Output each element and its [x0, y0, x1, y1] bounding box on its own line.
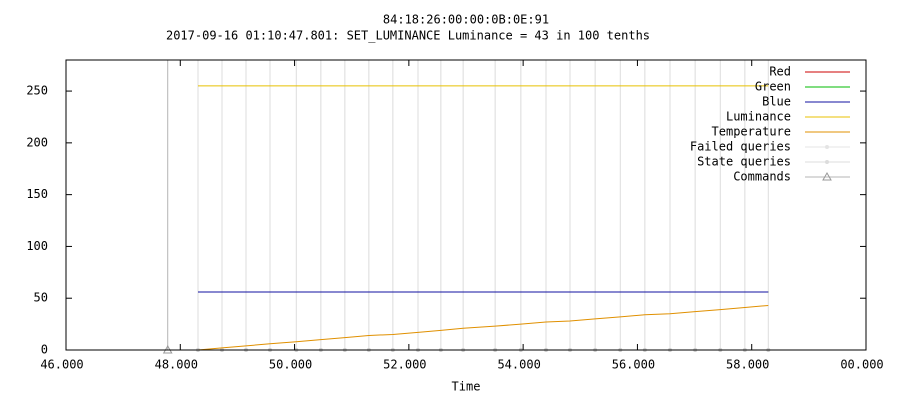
legend-label: Temperature — [712, 125, 791, 139]
y-tick-label: 250 — [26, 84, 48, 98]
legend-label: Failed queries — [690, 140, 791, 154]
chart-title: 84:18:26:00:00:0B:0E:91 — [383, 13, 549, 27]
legend-marker — [825, 145, 829, 149]
legend-label: Blue — [762, 95, 791, 109]
x-tick-label: 00.000 — [840, 358, 883, 372]
x-tick-label: 48.000 — [155, 358, 198, 372]
x-tick-label: 50.000 — [269, 358, 312, 372]
plot-frame — [65, 59, 867, 351]
legend-label: State queries — [697, 155, 791, 169]
legend-label: Commands — [733, 170, 791, 184]
y-tick-label: 0 — [41, 343, 48, 357]
x-tick-label: 54.000 — [497, 358, 540, 372]
legend-marker — [822, 171, 832, 181]
legend-label: Red — [769, 65, 791, 79]
legend-label: Luminance — [726, 110, 791, 124]
x-tick-label: 56.000 — [612, 358, 655, 372]
legend-label: Green — [755, 80, 791, 94]
y-tick-label: 200 — [26, 135, 48, 149]
y-tick-label: 150 — [26, 187, 48, 201]
x-tick-label: 46.000 — [40, 358, 83, 372]
y-tick-label: 50 — [34, 291, 48, 305]
series-line — [197, 304, 769, 351]
x-tick-label: 58.000 — [726, 358, 769, 372]
x-tick-label: 52.000 — [383, 358, 426, 372]
x-axis-label: Time — [452, 380, 481, 394]
y-tick-label: 100 — [26, 239, 48, 253]
legend-marker — [825, 160, 829, 164]
chart-subtitle: 2017-09-16 01:10:47.801: SET_LUMINANCE L… — [166, 29, 650, 43]
